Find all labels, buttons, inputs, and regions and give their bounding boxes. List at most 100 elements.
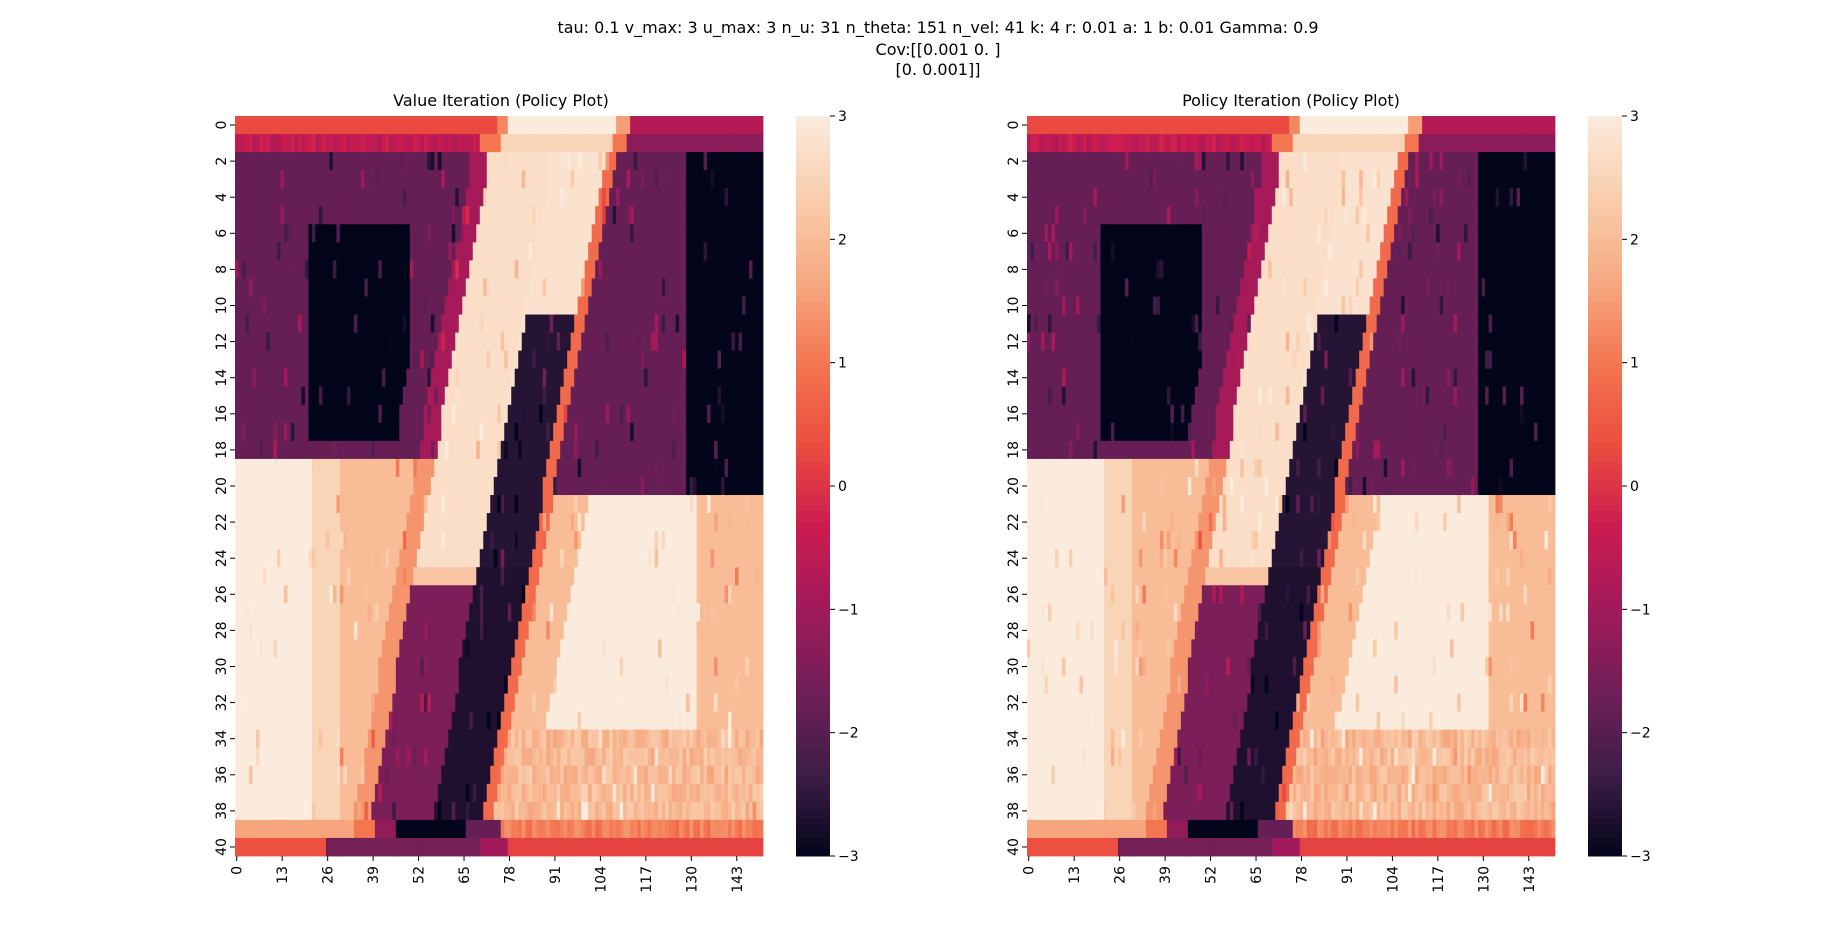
heatmap-cell <box>479 531 484 550</box>
heatmap-cell <box>374 296 379 315</box>
heatmap-cell <box>700 278 704 297</box>
heatmap-cell <box>364 278 369 297</box>
heatmap-cell <box>556 242 561 261</box>
heatmap-cell <box>371 134 376 153</box>
heatmap-cell <box>654 386 659 406</box>
heatmap-cell <box>661 332 666 352</box>
heatmap-cell <box>395 170 400 189</box>
heatmap-cell <box>437 549 442 568</box>
heatmap-cell <box>350 278 355 297</box>
heatmap-cell <box>381 206 386 225</box>
heatmap-cell <box>483 440 488 460</box>
heatmap-cell <box>759 585 764 604</box>
heatmap-cell <box>360 260 365 279</box>
heatmap-cell <box>364 170 369 189</box>
heatmap-cell <box>633 422 638 442</box>
heatmap-cell <box>616 458 621 478</box>
heatmap-cell <box>427 152 432 171</box>
heatmap-cell <box>472 585 477 604</box>
heatmap-cell <box>707 495 711 514</box>
heatmap-cell <box>420 585 425 604</box>
heatmap-cell <box>507 440 512 460</box>
heatmap-cell <box>602 296 607 315</box>
heatmap-cell <box>262 603 267 622</box>
heatmap-cell <box>707 603 711 622</box>
heatmap-cell <box>672 278 676 297</box>
heatmap-cell <box>238 549 243 568</box>
heatmap-cell <box>605 134 610 153</box>
heatmap-cell <box>322 513 327 532</box>
heatmap-cell <box>637 242 642 261</box>
heatmap-cell <box>752 206 757 225</box>
heatmap-cell <box>262 386 267 406</box>
heatmap-cell <box>745 152 750 171</box>
heatmap-cell <box>388 621 393 640</box>
heatmap-cell <box>658 585 662 604</box>
heatmap-cell <box>273 170 278 189</box>
heatmap-cell <box>528 242 533 261</box>
heatmap-cell <box>385 440 390 460</box>
heatmap-cell <box>248 603 253 622</box>
heatmap-cell <box>367 657 372 676</box>
heatmap-cell <box>717 170 722 189</box>
heatmap-cell <box>311 621 316 640</box>
heatmap-cell <box>416 458 421 478</box>
heatmap-cell <box>434 621 439 640</box>
heatmap-cell <box>535 404 540 424</box>
heatmap-cell <box>759 440 764 460</box>
heatmap-cell <box>654 675 659 694</box>
heatmap-cell <box>269 314 274 333</box>
heatmap-cell <box>518 639 523 658</box>
heatmap-cell <box>423 188 428 207</box>
heatmap-cell <box>703 188 708 207</box>
heatmap-cell <box>549 206 554 225</box>
heatmap-cell <box>535 152 540 171</box>
heatmap-cell <box>598 350 603 370</box>
heatmap-cell <box>388 368 393 388</box>
heatmap-cell <box>364 386 369 406</box>
heatmap-cell <box>693 278 697 297</box>
heatmap-cell <box>689 585 694 604</box>
heatmap-cell <box>679 260 683 279</box>
heatmap-cell <box>255 332 260 352</box>
heatmap-cell <box>518 170 523 189</box>
heatmap-cell <box>728 495 732 514</box>
heatmap-cell <box>745 603 750 622</box>
heatmap-cell <box>637 350 642 370</box>
heatmap-cell <box>490 152 495 171</box>
heatmap-cell <box>633 404 638 424</box>
heatmap-cell <box>679 170 683 189</box>
heatmap-cell <box>339 549 344 568</box>
heatmap-cell <box>672 675 676 694</box>
heatmap-cell <box>616 513 621 532</box>
heatmap-cell <box>469 242 474 261</box>
heatmap-cell <box>644 386 649 406</box>
heatmap-cell <box>518 693 523 713</box>
heatmap-cell <box>703 314 708 333</box>
heatmap-cell <box>507 549 512 568</box>
heatmap-cell <box>679 603 683 622</box>
heatmap-cell <box>717 585 722 604</box>
heatmap-cell <box>427 314 432 333</box>
heatmap-cell <box>724 458 729 478</box>
heatmap-cell <box>360 422 365 442</box>
heatmap-cell <box>693 476 697 496</box>
heatmap-cell <box>528 206 533 225</box>
heatmap-cell <box>560 296 565 315</box>
heatmap-cell <box>630 567 635 586</box>
heatmap-cell <box>728 152 732 171</box>
heatmap-cell <box>458 224 463 243</box>
heatmap-cell <box>682 567 687 586</box>
heatmap-cell <box>385 495 390 514</box>
heatmap-cell <box>458 152 463 171</box>
heatmap-cell <box>395 422 400 442</box>
heatmap-cell <box>238 693 243 713</box>
heatmap-cell <box>437 188 442 207</box>
heatmap-cell <box>297 278 302 297</box>
heatmap-cell <box>402 206 407 225</box>
heatmap-cell <box>623 639 628 658</box>
heatmap-cell <box>609 422 614 442</box>
heatmap-cell <box>686 549 690 568</box>
heatmap-cell <box>577 657 582 676</box>
heatmap-cell <box>455 332 460 352</box>
